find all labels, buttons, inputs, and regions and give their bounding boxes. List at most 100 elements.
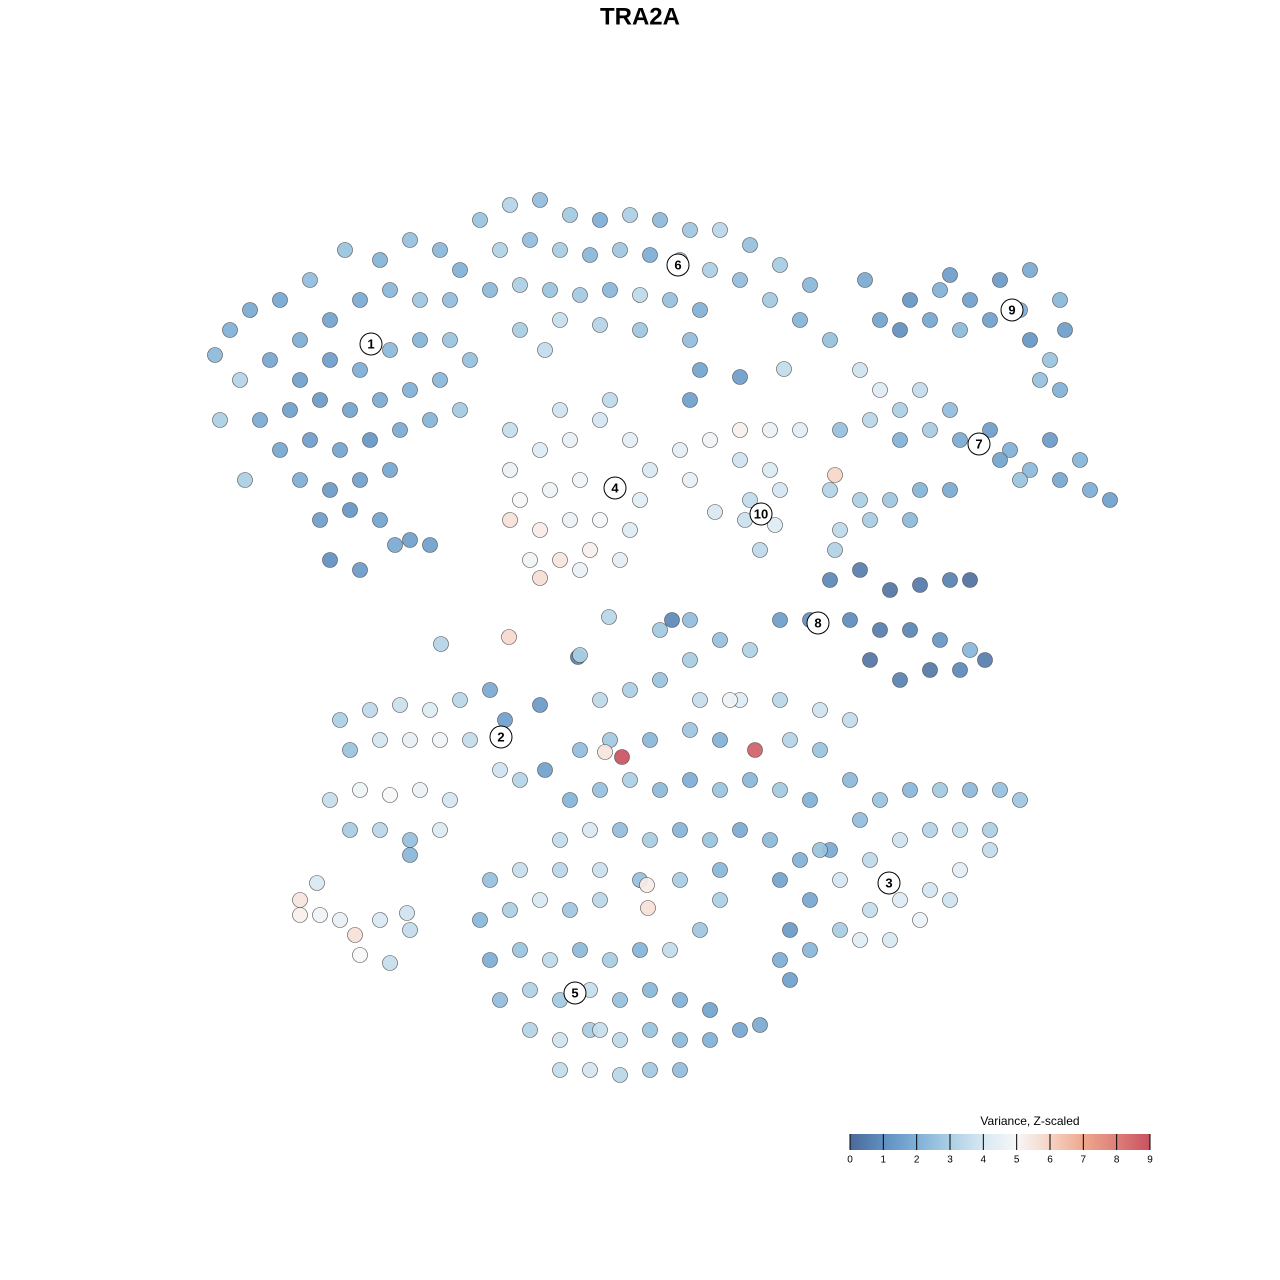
data-point xyxy=(582,247,598,263)
data-point xyxy=(1082,482,1098,498)
data-point xyxy=(872,792,888,808)
data-point xyxy=(292,332,308,348)
data-point xyxy=(332,712,348,728)
data-point xyxy=(352,472,368,488)
data-point xyxy=(672,442,688,458)
data-point xyxy=(382,787,398,803)
data-point xyxy=(522,1022,538,1038)
data-point xyxy=(1012,792,1028,808)
data-point xyxy=(592,892,608,908)
colorbar-tick-label: 6 xyxy=(1047,1155,1053,1166)
data-point xyxy=(982,422,998,438)
data-point xyxy=(1042,352,1058,368)
data-point xyxy=(572,647,588,663)
data-point xyxy=(792,312,808,328)
data-point xyxy=(712,222,728,238)
data-point xyxy=(977,652,993,668)
data-point xyxy=(622,207,638,223)
data-point xyxy=(732,1022,748,1038)
data-point xyxy=(309,875,325,891)
data-point xyxy=(502,902,518,918)
data-point xyxy=(682,652,698,668)
data-point xyxy=(382,282,398,298)
data-point xyxy=(512,277,528,293)
data-point xyxy=(372,822,388,838)
data-point xyxy=(812,842,828,858)
data-point xyxy=(432,372,448,388)
data-point xyxy=(882,582,898,598)
data-point xyxy=(922,882,938,898)
data-point xyxy=(1042,432,1058,448)
data-point xyxy=(207,347,223,363)
data-point xyxy=(1002,442,1018,458)
data-point xyxy=(862,852,878,868)
data-point xyxy=(682,612,698,628)
data-point xyxy=(772,612,788,628)
data-point xyxy=(1057,322,1073,338)
cluster-label: 7 xyxy=(975,436,982,451)
data-point xyxy=(702,832,718,848)
data-point xyxy=(592,782,608,798)
chart-title: TRA2A xyxy=(600,3,680,30)
colorbar-gradient xyxy=(850,1134,1150,1150)
data-point xyxy=(532,442,548,458)
data-point xyxy=(802,277,818,293)
data-point xyxy=(642,832,658,848)
data-point xyxy=(782,972,798,988)
data-point xyxy=(782,732,798,748)
data-point xyxy=(1052,292,1068,308)
cluster-label: 2 xyxy=(497,729,504,744)
data-point xyxy=(982,312,998,328)
data-point xyxy=(912,382,928,398)
data-point xyxy=(382,955,398,971)
data-point xyxy=(612,1032,628,1048)
data-point xyxy=(322,552,338,568)
data-point xyxy=(592,512,608,528)
cluster-label: 10 xyxy=(754,506,768,521)
data-point xyxy=(282,402,298,418)
data-point xyxy=(882,932,898,948)
data-point xyxy=(292,472,308,488)
data-point xyxy=(402,732,418,748)
data-point xyxy=(732,452,748,468)
data-point xyxy=(952,662,968,678)
data-point xyxy=(962,572,978,588)
data-point xyxy=(862,902,878,918)
data-point xyxy=(772,872,788,888)
data-point xyxy=(632,492,648,508)
data-point xyxy=(932,782,948,798)
data-point xyxy=(602,282,618,298)
data-point xyxy=(982,842,998,858)
data-point xyxy=(512,862,528,878)
data-point xyxy=(892,402,908,418)
data-point xyxy=(372,512,388,528)
data-point xyxy=(962,642,978,658)
data-point xyxy=(352,782,368,798)
cluster-label-badge xyxy=(877,871,901,895)
data-point xyxy=(702,432,718,448)
data-point xyxy=(1022,262,1038,278)
data-point xyxy=(832,522,848,538)
data-point xyxy=(582,1062,598,1078)
data-point xyxy=(372,392,388,408)
data-point xyxy=(857,272,873,288)
data-point xyxy=(752,542,768,558)
data-point xyxy=(512,322,528,338)
data-point xyxy=(822,482,838,498)
data-point xyxy=(552,242,568,258)
data-point xyxy=(552,832,568,848)
data-point xyxy=(462,352,478,368)
data-point xyxy=(402,847,418,863)
data-point xyxy=(502,197,518,213)
data-point xyxy=(522,232,538,248)
data-point xyxy=(352,292,368,308)
data-point xyxy=(352,362,368,378)
data-point xyxy=(672,1032,688,1048)
data-point xyxy=(712,782,728,798)
data-point xyxy=(422,537,438,553)
data-point xyxy=(642,247,658,263)
data-point xyxy=(387,537,403,553)
data-point xyxy=(332,912,348,928)
data-point xyxy=(722,692,738,708)
data-point xyxy=(912,912,928,928)
